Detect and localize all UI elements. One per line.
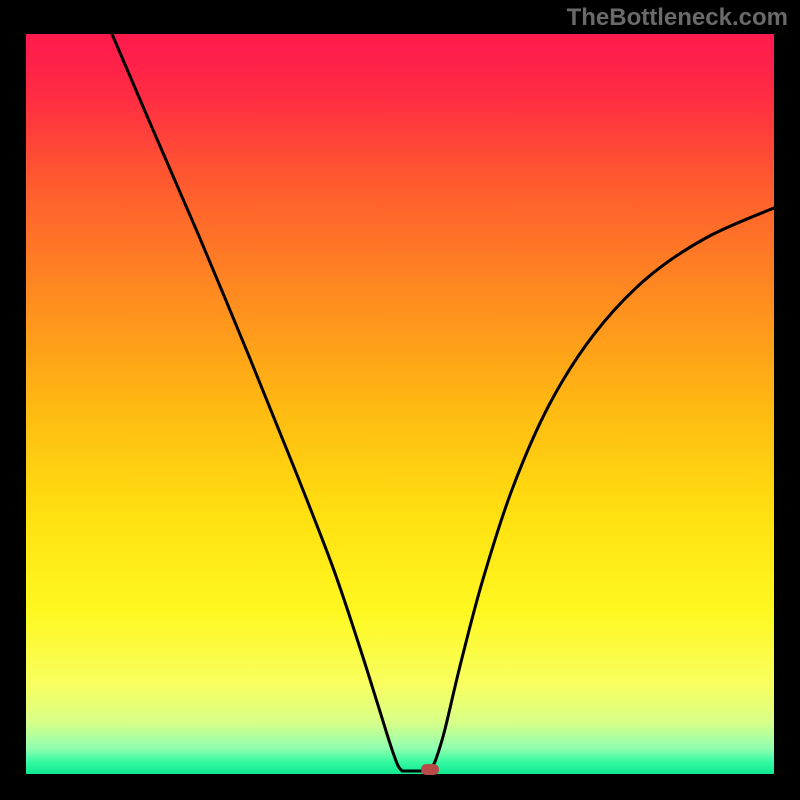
bottleneck-curve	[26, 34, 774, 774]
chart-container: TheBottleneck.com	[0, 0, 800, 800]
bottleneck-marker	[421, 764, 440, 774]
watermark-text: TheBottleneck.com	[567, 4, 788, 32]
plot-area	[26, 34, 774, 774]
curve-path	[112, 34, 774, 771]
